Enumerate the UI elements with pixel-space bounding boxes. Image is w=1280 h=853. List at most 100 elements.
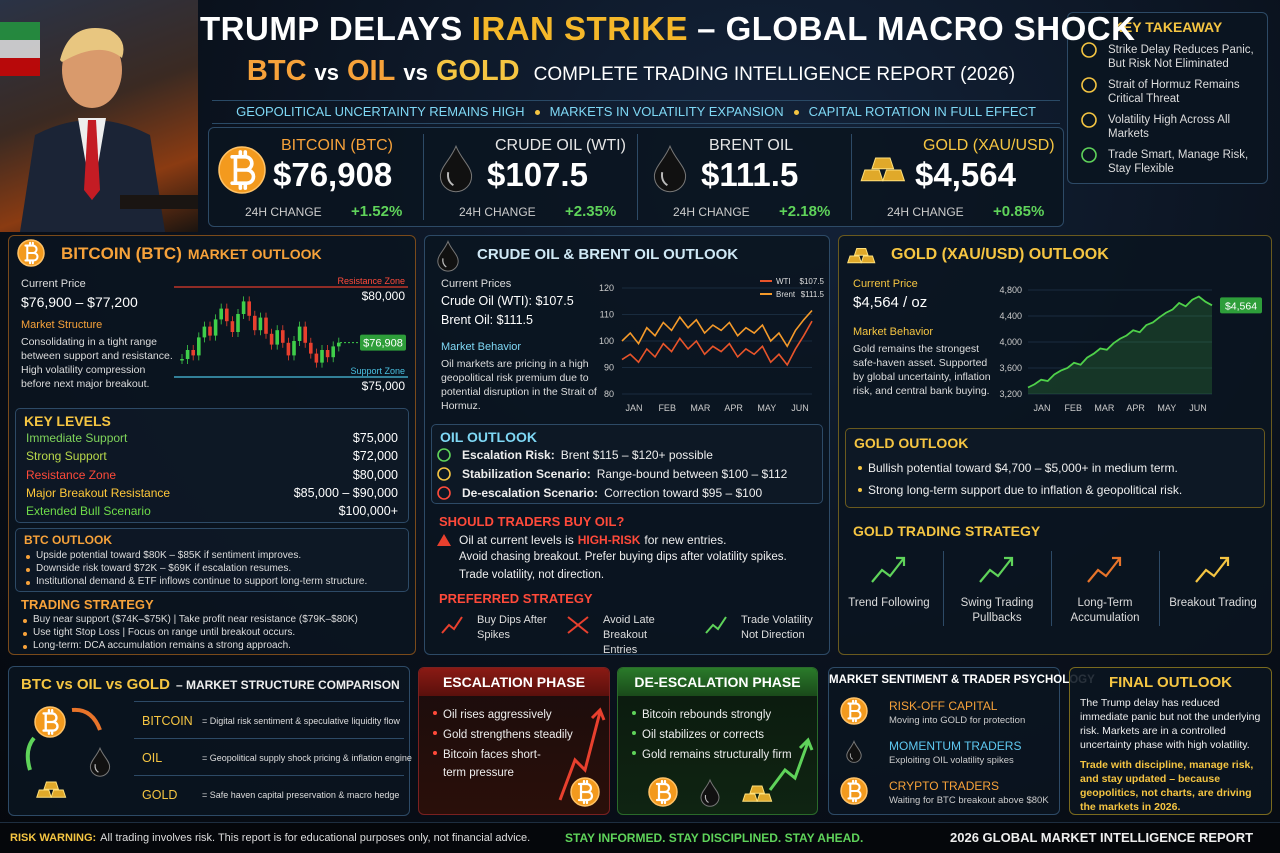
scenario-row: Stabilization Scenario: Range-bound betwe… (462, 467, 787, 481)
gold-panel: GOLD (XAU/USD) OUTLOOK Current Price $4,56… (838, 235, 1272, 655)
buy-line: Avoid chasing breakout. Prefer buying di… (459, 551, 787, 563)
ticker-price: $111.5 (701, 156, 799, 193)
text: Range-bound between $100 – $112 (596, 467, 788, 481)
takeaway-item: Strait of Hormuz Remains Critical Threat (1108, 79, 1240, 105)
strategy-item: Trend Following (848, 597, 930, 609)
text: Escalation Risk: (462, 448, 555, 462)
ticker-divider (851, 134, 852, 220)
section-title: BTC OUTLOOK (24, 533, 112, 547)
group-name: RISK-OFF CAPITAL (889, 699, 998, 713)
final-text: The Trump delay has reduced immediate pa… (1080, 697, 1261, 751)
text: IRAN STRIKE (471, 10, 689, 47)
scenario-row: Escalation Risk: Brent $115 – $120+ possi… (462, 448, 713, 462)
divider (134, 701, 404, 702)
comparison-title: BTC vs OIL vs GOLD – MARKET STRUCTURE COM… (21, 676, 400, 694)
bullet: Institutional demand & ETF inflows conti… (26, 576, 367, 587)
bullet: Strong long-term support due to inflatio… (858, 483, 1182, 497)
label: Current Prices (441, 278, 512, 290)
bullet: Long-term: DCA accumulation remains a st… (23, 640, 291, 651)
ticker-change: +2.35% (565, 203, 617, 220)
phase-title: ESCALATION PHASE (419, 668, 609, 696)
ticker-change: +1.52% (351, 203, 403, 220)
label: Market Structure (21, 319, 103, 331)
bullet: Oil rises aggressively (433, 706, 552, 724)
group-text: Moving into GOLD for protection (889, 715, 1026, 726)
bullet: Upside potential toward $80K – $85K if s… (26, 550, 301, 561)
level-label: Immediate Support (26, 431, 128, 445)
level-label: Resistance Zone (26, 467, 117, 482)
buy-line: Oil at current levels is HIGH-RISK for new… (459, 533, 726, 547)
level-value: $72,000 (352, 449, 398, 464)
price-line: Crude Oil (WTI): $107.5 (441, 294, 574, 308)
level-value: $75,000 (352, 431, 398, 445)
text: BITCOIN (BTC) (61, 244, 182, 263)
ticker-change-label: 24H CHANGE (887, 205, 964, 219)
ticker-name: CRUDE OIL (WTI) (495, 137, 626, 154)
gold-panel-title: GOLD (XAU/USD) OUTLOOK (891, 246, 1109, 263)
report-name: 2026 GLOBAL MARKET INTELLIGENCE REPORT (950, 830, 1254, 845)
ticker-divider (423, 134, 424, 220)
btc-panel-title: BITCOIN (BTC) MARKET OUTLOOK (61, 244, 322, 264)
scenario-row: De-escalation Scenario: Correction toward… (462, 486, 762, 500)
comparison-label: GOLD (142, 788, 178, 802)
header-photo (0, 0, 198, 232)
price-line: Brent Oil: $111.5 (441, 313, 533, 327)
group-name: CRYPTO TRADERS (889, 779, 1000, 793)
text: – MARKET STRUCTURE COMPARISON (175, 678, 400, 692)
strategy-item: Long-Term Accumulation (1070, 597, 1140, 624)
level-label: Major Breakout Resistance (26, 485, 171, 500)
level-value: $100,000+ (338, 504, 398, 519)
bullet: Bitcoin faces short-term pressure (433, 746, 563, 782)
ticker-change-label: 24H CHANGE (459, 205, 536, 219)
ticker-name: BITCOIN (BTC) (281, 137, 393, 154)
ticker-name: GOLD (XAU/USD) (923, 137, 1055, 154)
text: Oil at current levels is (459, 533, 574, 547)
footer: RISK WARNING: All trading involves risk. … (0, 822, 1280, 853)
level-label: Strong Support (26, 449, 107, 464)
text: for new entries. (644, 533, 727, 547)
structure-text: Consolidating in a tight range between s… (21, 336, 173, 390)
key-takeaway-title: KEY TAKEAWAY (1112, 19, 1223, 35)
comparison-label: OIL (142, 751, 163, 765)
takeaway-item: Strike Delay Reduces Panic, But Risk Not… (1108, 44, 1254, 70)
strategy-item: Swing Trading Pullbacks (960, 597, 1034, 624)
comparison-panel: BTC vs OIL vs GOLD – MARKET STRUCTURE COM… (8, 666, 412, 816)
comparison-text: = Safe haven capital preservation & macr… (202, 790, 400, 800)
divider (134, 775, 404, 776)
risk-warning: RISK WARNING: All trading involves risk. … (10, 832, 530, 844)
tagline-item: GEOPOLITICAL UNCERTAINTY REMAINS HIGH (236, 104, 525, 119)
ticker-bar: BITCOIN (BTC) $76,908 24H CHANGE +1.52% CRUD… (208, 127, 1064, 227)
group-name: MOMENTUM TRADERS (889, 739, 1022, 753)
key-levels-box: KEY LEVELS Immediate Support $75,000 Strong… (15, 408, 409, 523)
bullet: Use tight Stop Loss | Focus on range unt… (23, 627, 295, 638)
final-outlook-panel: FINAL OUTLOOK The Trump delay has reduced… (1069, 667, 1272, 815)
level-value: $80,000 (352, 467, 398, 482)
level-value: $85,000 – $90,000 (293, 485, 398, 500)
label: Market Behavior (441, 341, 522, 353)
motto: STAY INFORMED. STAY DISCIPLINED. STAY AH… (565, 831, 864, 845)
text: Stabilization Scenario: (462, 467, 591, 481)
bullet: Bitcoin rebounds strongly (632, 706, 771, 724)
sentiment-panel: MARKET SENTIMENT & TRADER PSYCHOLOGY RISK… (828, 667, 1095, 815)
text: RISK WARNING: (10, 832, 97, 844)
label: Market Behavior (853, 326, 934, 338)
strategy-item: Avoid Late Breakout Entries (603, 614, 655, 656)
label: Current Price (21, 278, 86, 290)
bullet: Gold strengthens steadily (433, 726, 573, 744)
takeaway-item: Volatility High Across All Markets (1108, 114, 1231, 140)
text: Correction toward $95 – $100 (604, 486, 763, 500)
escalation-panel: ESCALATION PHASE Oil rises aggressively Go… (418, 667, 610, 815)
bullet: Downside risk toward $72K – $69K if esca… (26, 563, 291, 574)
text: TRUMP DELAYS (200, 10, 463, 47)
deescalation-panel: DE-ESCALATION PHASE Bitcoin rebounds stro… (617, 667, 818, 815)
group-text: Waiting for BTC breakout above $80K (889, 795, 1049, 806)
current-price: $76,900 – $77,200 (21, 294, 138, 310)
sentiment-title: MARKET SENTIMENT & TRADER PSYCHOLOGY (829, 674, 1095, 686)
text: HIGH-RISK (577, 533, 641, 547)
buy-line: Trade volatility, not direction. (459, 569, 605, 581)
strategy-item: Buy Dips After Spikes (477, 614, 547, 641)
ticker-change: +2.18% (779, 203, 831, 220)
bitcoin-panel: BITCOIN (BTC) MARKET OUTLOOK Current Price… (8, 235, 416, 655)
oil-outlook-box: OIL OUTLOOK Escalation Risk: Brent $115 – … (431, 424, 823, 504)
main-title: TRUMP DELAYS IRAN STRIKE – GLOBAL MACRO SH… (200, 10, 1135, 48)
